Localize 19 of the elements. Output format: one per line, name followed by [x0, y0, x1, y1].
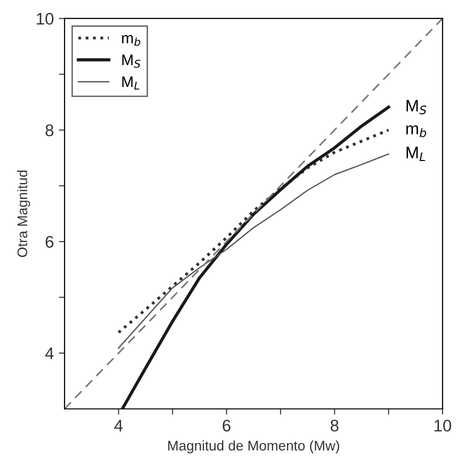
x-tick-label: 4: [114, 420, 123, 432]
y-axis-title: Otra Magnitud: [17, 170, 30, 258]
legend-label: M$_{L}$: [122, 76, 140, 90]
text: M$_{S}$: [406, 100, 426, 114]
x-axis-title: Magnitud de Momento (Mw): [168, 440, 340, 454]
x-tick-label: 8: [330, 420, 338, 432]
line-series: [118, 153, 390, 349]
x-tick-label: 6: [222, 420, 230, 432]
line-series: [117, 128, 390, 334]
y-tick-label: 8: [46, 124, 54, 136]
text: M$_{L}$: [406, 146, 426, 162]
line-series: [120, 106, 390, 409]
legend-label: M$_{S}$: [122, 54, 140, 68]
y-tick-label: 10: [36, 12, 54, 25]
y-tick-label: 4: [45, 348, 54, 360]
x-tick-label: 10: [434, 420, 452, 432]
text: m$_{b}$: [406, 125, 426, 138]
legend-label: m$_{b}$: [122, 35, 140, 46]
y-tick-label: 6: [46, 236, 54, 248]
